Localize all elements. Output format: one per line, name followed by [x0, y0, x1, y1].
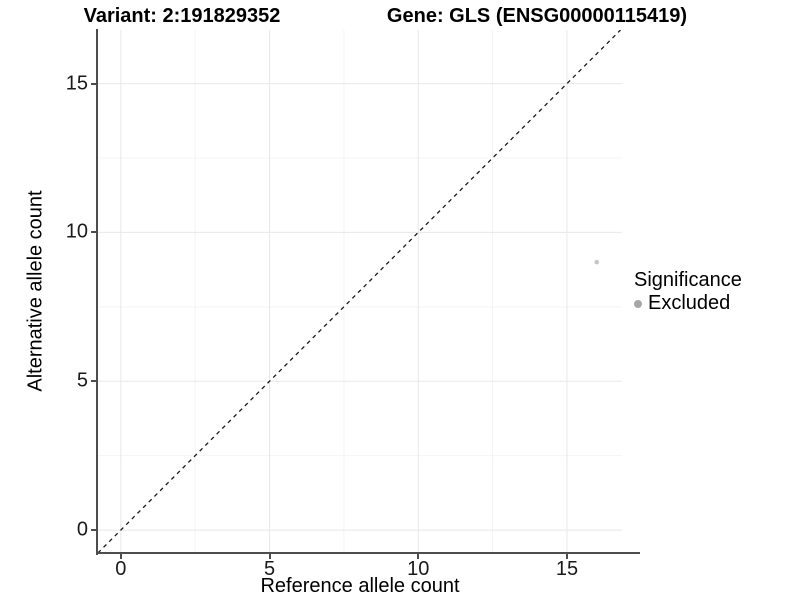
x-tick-mark	[268, 554, 271, 559]
y-tick-label: 15	[65, 72, 88, 95]
y-axis-line	[96, 29, 98, 555]
legend-title: Significance	[634, 269, 742, 291]
data-point	[594, 259, 600, 265]
legend: Significance Excluded	[634, 269, 742, 315]
x-tick-label: 10	[407, 558, 430, 580]
y-axis-title: Alternative allele count	[24, 190, 47, 392]
plot-title-gene: Gene: GLS (ENSG00000115419)	[386, 5, 688, 27]
x-axis-line	[97, 552, 640, 554]
identity-dashed-line	[97, 30, 621, 553]
x-tick-mark	[417, 554, 420, 559]
x-tick-label: 5	[263, 558, 276, 580]
y-tick-mark	[91, 529, 96, 532]
x-tick-mark	[565, 554, 568, 559]
x-axis-title: Reference allele count	[260, 575, 460, 597]
y-tick-label: 0	[76, 518, 88, 541]
y-tick-label: 10	[65, 220, 88, 243]
y-tick-mark	[91, 380, 96, 383]
y-tick-mark	[91, 82, 96, 85]
x-tick-mark	[119, 554, 122, 559]
plot-title-variant: Variant: 2:191829352	[83, 5, 281, 27]
y-tick-mark	[91, 231, 96, 234]
y-tick-label: 5	[76, 369, 88, 392]
legend-key-dot-icon	[634, 299, 642, 308]
plot-panel	[97, 30, 622, 553]
x-tick-label: 0	[115, 558, 127, 580]
legend-item-excluded: Excluded	[634, 292, 742, 315]
x-tick-label: 15	[555, 558, 579, 580]
legend-item-label: Excluded	[648, 292, 731, 314]
